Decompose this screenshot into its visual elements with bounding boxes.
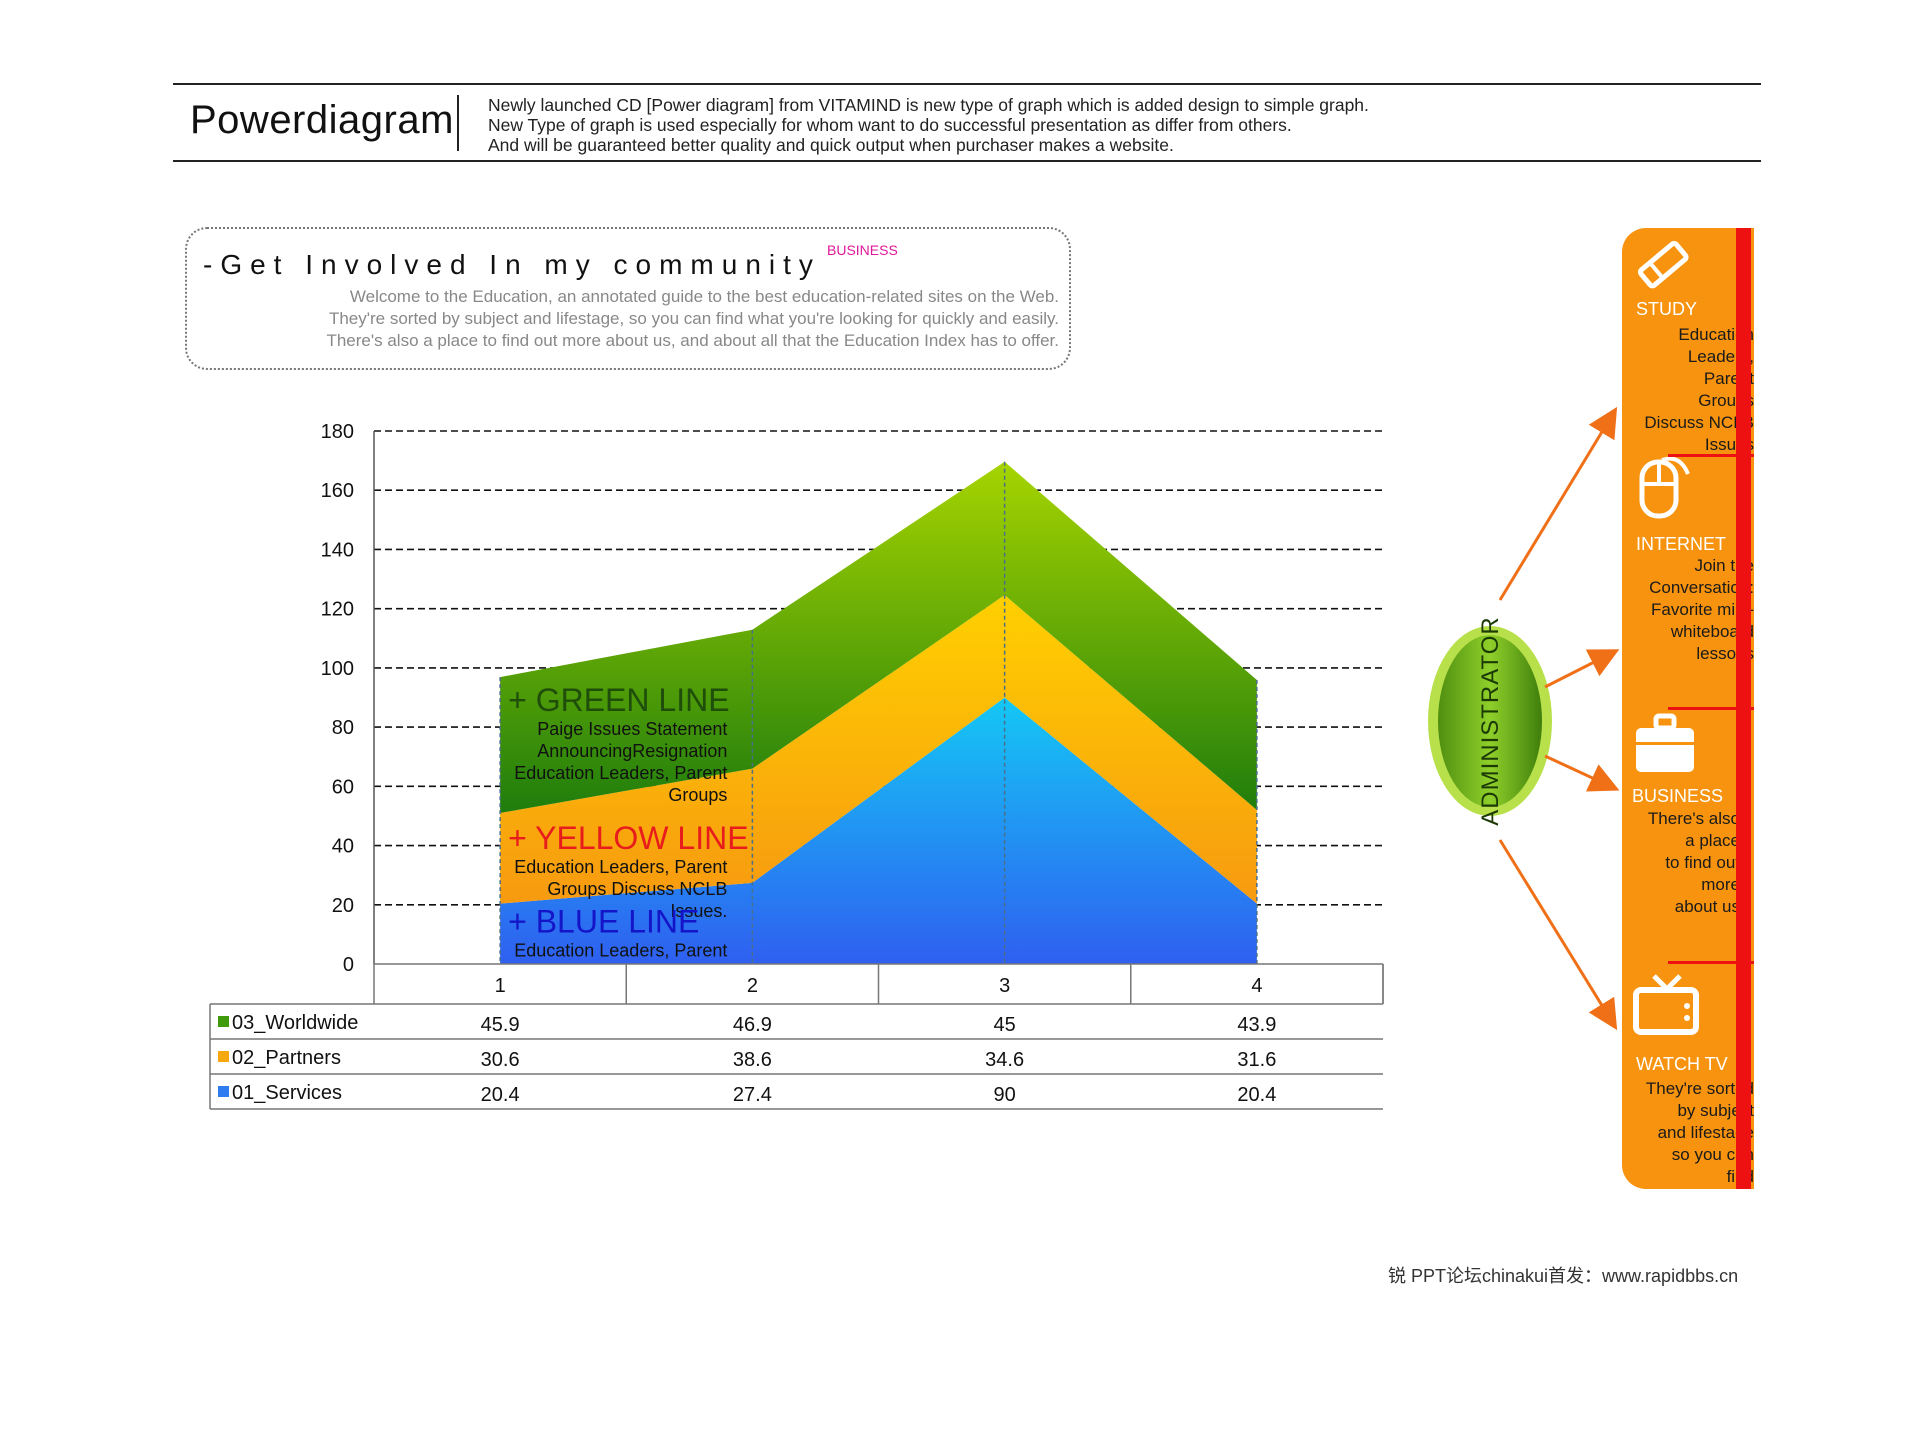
data-label: 45.9 [481, 1014, 520, 1036]
series-annotation-label: + GREEN LINE [508, 682, 729, 718]
administrator-node: ADMINISTRATOR [1428, 616, 1552, 826]
y-tick-label: 40 [332, 836, 354, 858]
y-tick-label: 80 [332, 717, 354, 739]
header-separator [457, 95, 459, 151]
sidebar-body-line: Discuss NCLB [1644, 413, 1754, 432]
data-label: 90 [994, 1084, 1016, 1106]
page-title: Powerdiagram [190, 98, 454, 142]
sidebar-item-body: There's also a place to find out more ab… [1648, 808, 1740, 918]
header-top-rule [173, 83, 1761, 85]
arrow-to-internet [1544, 649, 1620, 689]
briefcase-icon [1636, 713, 1694, 772]
header-description: Newly launched CD [Power diagram] from V… [488, 95, 1369, 155]
y-tick-label: 0 [343, 954, 354, 976]
sidebar-item-title: INTERNET [1636, 534, 1726, 554]
sidebar-item-title: STUDY [1636, 299, 1698, 319]
data-label: 43.9 [1237, 1014, 1276, 1036]
header-description-line: Newly launched CD [Power diagram] from V… [488, 95, 1369, 115]
series-annotation-text: Groups [668, 785, 727, 805]
sidebar-body-line: They're sorted [1645, 1079, 1754, 1098]
community-tag: BUSINESS [827, 242, 898, 258]
arrow-to-study [1498, 406, 1618, 601]
sidebar-divider [1668, 454, 1754, 457]
data-label: 20.4 [481, 1084, 520, 1106]
series-annotation-text: Education Leaders, Parent [514, 763, 727, 783]
sidebar-body-line: Education [1678, 325, 1754, 344]
x-tick-label: 3 [999, 975, 1010, 997]
data-label: 34.6 [985, 1049, 1024, 1071]
legend-swatch [218, 1086, 229, 1097]
data-label: 30.6 [481, 1049, 520, 1071]
y-tick-label: 120 [321, 599, 354, 621]
administrator-label: ADMINISTRATOR [1477, 616, 1504, 825]
mouse-icon [1639, 456, 1690, 519]
sidebar-body-line: more [1701, 875, 1740, 894]
data-label: 20.4 [1237, 1084, 1276, 1106]
sidebar-body-line: whiteboard [1670, 622, 1754, 641]
y-tick-label: 60 [332, 776, 354, 798]
header-description-line: New Type of graph is used especially for… [488, 115, 1292, 135]
administrator-arrows [1498, 406, 1620, 1031]
sidebar-body-line: so you can [1671, 1145, 1754, 1164]
community-box: -Get Involved In my community BUSINESS W… [185, 227, 1071, 370]
area-series-03-worldwide [500, 461, 1257, 813]
legend-label: 03_Worldwide [232, 1012, 358, 1034]
x-tick-label: 2 [747, 975, 758, 997]
series-annotation-text: Education Leaders, Parent [514, 941, 727, 961]
legend-swatch [218, 1016, 229, 1027]
community-body: Welcome to the Education, an annotated g… [326, 286, 1059, 352]
y-tick-label: 180 [321, 421, 354, 443]
header-bottom-rule [173, 160, 1761, 162]
tv-icon [1633, 974, 1699, 1035]
sidebar-body-line: Favorite mini- [1651, 600, 1754, 619]
x-tick-label: 1 [495, 975, 506, 997]
community-body-line: Welcome to the Education, an annotated g… [349, 287, 1059, 306]
footer-credit: 锐 PPT论坛chinakui首发：www.rapidbbs.cn [1388, 1266, 1739, 1286]
legend-label: 01_Services [232, 1082, 342, 1104]
area-series-01-services [500, 697, 1257, 964]
arrow-to-business [1544, 754, 1620, 792]
sidebar-item-body: They're sorted by subject and lifestage … [1646, 1078, 1754, 1188]
y-tick-label: 160 [321, 480, 354, 502]
sidebar-body-line: and lifestage [1657, 1123, 1754, 1142]
sidebar-divider [1668, 961, 1754, 964]
community-title: -Get Involved In my community [203, 249, 821, 280]
y-tick-label: 100 [321, 658, 354, 680]
sidebar-body-line: There's also [1647, 809, 1740, 828]
data-label: 31.6 [1237, 1049, 1276, 1071]
data-label: 27.4 [733, 1084, 772, 1106]
sidebar-item-title: WATCH TV [1636, 1054, 1728, 1074]
header-description-line: And will be guaranteed better quality an… [488, 135, 1174, 155]
administrator-ellipse [1438, 635, 1542, 807]
sidebar-body-line: to find out [1665, 853, 1740, 872]
series-annotation-text: Education Leaders, Parent [514, 857, 727, 877]
x-tick-label: 4 [1251, 975, 1262, 997]
series-annotation-text: Paige Issues Statement [537, 719, 727, 739]
sidebar-body-line: Conversation: [1649, 578, 1754, 597]
series-annotation-text: AnnouncingResignation [537, 741, 727, 761]
data-label: 45 [994, 1014, 1016, 1036]
series-annotation-text: Issues. [670, 901, 727, 921]
sidebar-item-title: BUSINESS [1632, 786, 1724, 806]
legend-swatch [218, 1051, 229, 1062]
community-body-line: There's also a place to find out more ab… [326, 331, 1059, 350]
area-series-02-partners [500, 595, 1257, 904]
series-annotation-label: + BLUE LINE [508, 904, 699, 940]
series-annotation-label: + YELLOW LINE [508, 820, 748, 856]
sidebar-body-line: about us [1674, 897, 1740, 916]
pencil-icon [1637, 240, 1689, 289]
series-annotation-text: Groups Discuss NCLB [547, 879, 727, 899]
legend-label: 02_Partners [232, 1047, 341, 1069]
sidebar-body-line: a place [1685, 831, 1740, 850]
y-tick-label: 20 [332, 895, 354, 917]
community-body-line: They're sorted by subject and lifestage,… [328, 309, 1059, 328]
sidebar-body-line: by subject [1677, 1101, 1754, 1120]
sidebar-divider [1668, 707, 1754, 710]
data-label: 46.9 [733, 1014, 772, 1036]
y-tick-label: 140 [321, 539, 354, 561]
arrow-to-watch-tv [1498, 839, 1618, 1031]
data-label: 38.6 [733, 1049, 772, 1071]
